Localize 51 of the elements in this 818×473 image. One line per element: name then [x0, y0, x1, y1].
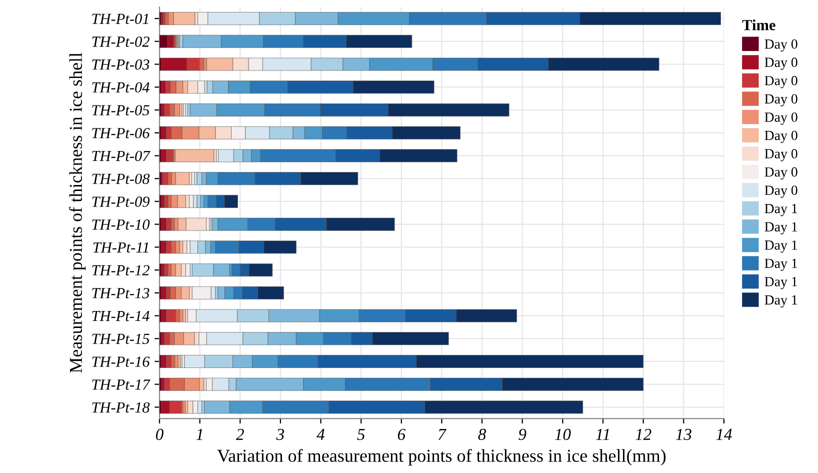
- legend-label: Day 0: [764, 167, 798, 180]
- legend-label: Day 0: [764, 186, 798, 198]
- x-tick-label: 6: [398, 428, 406, 440]
- x-tick-label: 13: [676, 428, 692, 440]
- x-tick-label: 4: [316, 428, 325, 440]
- legend-label: Day 0: [764, 58, 798, 70]
- legend-label: Day 0: [764, 76, 798, 88]
- x-tick-label: 1: [196, 428, 202, 440]
- legend-label: Day 0: [764, 94, 798, 106]
- y-tick-label: TH-Pt-17: [92, 380, 150, 390]
- legend-label: Day 1: [764, 258, 798, 271]
- x-axis-title: Variation of measurement points of thickness in ice shell(mm): [217, 448, 666, 466]
- y-tick-label: TH-Pt-15: [92, 334, 150, 344]
- y-tick-label: TH-Pt-03: [92, 59, 150, 70]
- y-tick-label: TH-Pt-07: [92, 150, 150, 162]
- x-tick-label: 9: [518, 428, 526, 440]
- y-tick-label: TH-Pt-13: [92, 288, 150, 298]
- y-tick-label: TH-Pt-06: [92, 128, 150, 138]
- y-tick-label: TH-Pt-14: [92, 310, 150, 322]
- y-tick-label: TH-Pt-08: [92, 174, 150, 184]
- legend-label: Day 1: [764, 277, 798, 290]
- y-tick-label: TH-Pt-18: [92, 402, 150, 413]
- y-tick-label: TH-Pt-02: [92, 36, 150, 47]
- y-tick-label: TH-Pt-11: [93, 242, 148, 253]
- x-tick-label: 8: [478, 428, 486, 440]
- x-tick-label: 5: [357, 428, 365, 440]
- y-tick-label: TH-Pt-09: [92, 196, 150, 207]
- legend-label: Day 1: [764, 222, 798, 234]
- y-axis-title: Measurement points of thickness in ice shell: [69, 52, 86, 373]
- legend-label: Day 1: [764, 204, 798, 216]
- legend-label: Day 0: [764, 112, 798, 125]
- legend-label: Day 1: [764, 295, 798, 308]
- legend-label: Day 0: [764, 39, 798, 52]
- x-tick-label: 0: [156, 428, 164, 440]
- y-tick-label: TH-Pt-01: [92, 14, 148, 24]
- legend-label: Day 0: [764, 130, 798, 143]
- legend-label: Day 1: [764, 240, 798, 253]
- y-tick-label: TH-Pt-10: [92, 219, 150, 230]
- legend-title: Time: [742, 19, 776, 30]
- x-tick-label: 11: [596, 428, 609, 440]
- x-tick-label: 2: [236, 428, 244, 440]
- y-tick-label: TH-Pt-04: [92, 82, 150, 93]
- x-tick-label: 3: [276, 428, 284, 440]
- y-tick-label: TH-Pt-16: [92, 356, 150, 367]
- x-tick-label: 12: [636, 428, 652, 440]
- x-tick-label: 10: [554, 428, 571, 440]
- y-tick-label: TH-Pt-05: [92, 105, 150, 116]
- legend-label: Day 0: [764, 149, 798, 162]
- y-tick-label: TH-Pt-12: [92, 265, 150, 276]
- x-tick-label: 14: [716, 428, 732, 440]
- x-tick-label: 7: [438, 428, 446, 440]
